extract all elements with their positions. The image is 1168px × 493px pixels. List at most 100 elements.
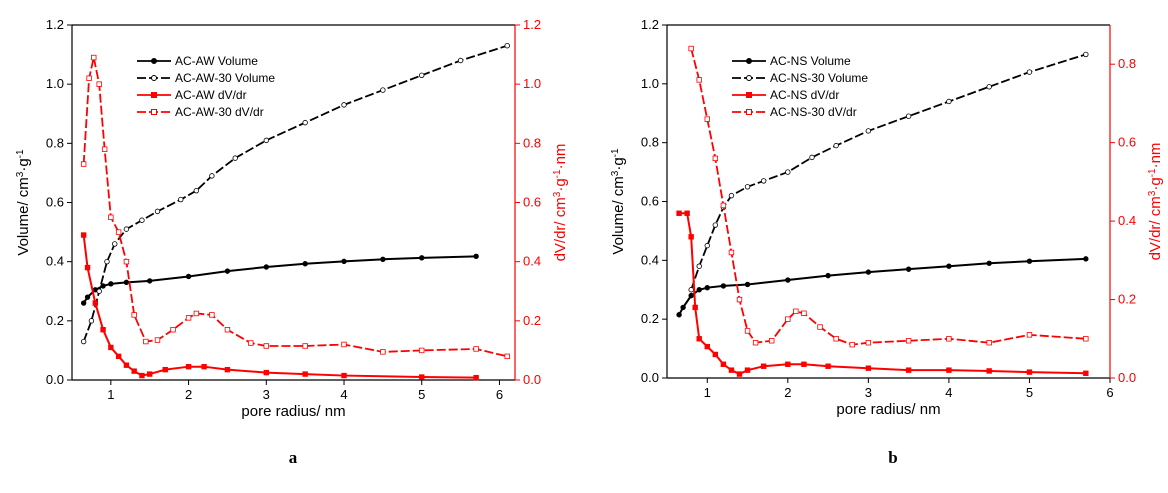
data-point bbox=[473, 253, 479, 260]
data-point bbox=[744, 367, 751, 373]
data-point bbox=[123, 226, 130, 232]
series-line bbox=[82, 234, 477, 379]
data-point bbox=[80, 161, 87, 167]
legend-label: AC-NS dV/dr bbox=[770, 88, 839, 102]
data-point bbox=[720, 361, 727, 367]
data-point bbox=[380, 349, 386, 355]
data-point bbox=[744, 184, 751, 190]
data-point bbox=[986, 260, 992, 266]
y2-tick-label: 1.0 bbox=[523, 76, 541, 91]
y2-tick-label: 1.2 bbox=[523, 17, 541, 32]
data-point bbox=[760, 178, 767, 184]
data-point bbox=[1083, 370, 1089, 376]
data-point bbox=[728, 249, 735, 256]
data-point bbox=[154, 208, 161, 215]
y-tick-label: 0.4 bbox=[46, 254, 64, 269]
data-point bbox=[341, 102, 347, 108]
data-point bbox=[712, 222, 719, 228]
data-point bbox=[419, 374, 425, 380]
data-point bbox=[100, 327, 106, 333]
data-point bbox=[108, 214, 114, 220]
data-point bbox=[801, 310, 807, 316]
data-point bbox=[849, 341, 855, 348]
data-point bbox=[946, 263, 952, 269]
data-point bbox=[108, 344, 114, 351]
data-point bbox=[793, 308, 799, 315]
series-ac-aw-volume bbox=[80, 253, 479, 306]
y-tick-label: 0.2 bbox=[46, 313, 64, 328]
data-point bbox=[84, 264, 91, 271]
series-ac-aw-30-dv-dr bbox=[80, 54, 510, 360]
data-point bbox=[986, 84, 992, 90]
legend-label: AC-AW-30 dV/dr bbox=[175, 105, 264, 119]
data-point bbox=[736, 296, 743, 303]
chart-panel-b: 1 2 3 4 5 6 0.0 0.2 0.4 0.6 0.8 1.0 1.2 0.0 0.2 0.4 0.6 0… bbox=[610, 17, 1165, 467]
data-point bbox=[341, 372, 347, 379]
data-point bbox=[728, 192, 735, 199]
data-point bbox=[96, 288, 102, 294]
legend-marker bbox=[746, 109, 752, 115]
data-point bbox=[302, 371, 308, 377]
data-point bbox=[419, 255, 425, 261]
y-tick-label: 1.2 bbox=[46, 17, 64, 32]
data-point bbox=[193, 310, 200, 317]
data-point bbox=[224, 327, 231, 333]
y2-tick-label: 0.4 bbox=[1118, 213, 1136, 228]
legend-label: AC-NS-30 Volume bbox=[770, 71, 868, 85]
y-tick-label: 0.8 bbox=[641, 135, 659, 150]
data-point bbox=[1026, 258, 1033, 264]
data-point bbox=[209, 173, 215, 179]
legend-marker bbox=[746, 58, 752, 64]
y-tick-label: 0.6 bbox=[641, 194, 659, 209]
data-point bbox=[131, 312, 137, 318]
data-point bbox=[457, 57, 464, 64]
data-point bbox=[112, 241, 118, 247]
data-point bbox=[341, 341, 347, 348]
data-point bbox=[696, 287, 702, 293]
data-point bbox=[704, 116, 710, 122]
data-point bbox=[96, 81, 102, 87]
data-point bbox=[946, 367, 952, 373]
legend-marker bbox=[746, 92, 752, 98]
y-tick-label: 0.0 bbox=[46, 372, 64, 387]
data-point bbox=[80, 232, 87, 238]
y2-tick-label: 0.2 bbox=[523, 313, 541, 328]
data-point bbox=[100, 283, 106, 289]
chart-panel-a: 1 2 3 4 5 6 0.0 0.2 0.4 0.6 0.8 1.0 1.2 0.0 0.2 0.4 0.6 0… bbox=[15, 17, 570, 467]
series-ac-aw-30-volume bbox=[80, 43, 510, 345]
y2-tick-label: 0.8 bbox=[1118, 56, 1136, 71]
y-tick-label: 0.0 bbox=[641, 370, 659, 385]
y2-axis-label: dV/dr/ cm3·g-1·nm bbox=[1147, 143, 1165, 261]
data-point bbox=[209, 312, 215, 318]
series-line bbox=[679, 212, 1086, 376]
y2-tick-label: 0.4 bbox=[523, 254, 541, 269]
data-point bbox=[104, 258, 110, 265]
y2-tick-label: 0.0 bbox=[523, 372, 541, 387]
data-point bbox=[232, 155, 238, 161]
data-point bbox=[91, 54, 97, 61]
data-point bbox=[688, 234, 694, 240]
data-point bbox=[263, 343, 269, 349]
legend-label: AC-NS Volume bbox=[770, 54, 851, 68]
data-point bbox=[720, 202, 727, 209]
series-ac-ns-dv-dr bbox=[676, 210, 1089, 377]
data-point bbox=[986, 368, 992, 374]
data-point bbox=[865, 365, 872, 371]
x-tick-label: 5 bbox=[1026, 385, 1033, 400]
data-point bbox=[817, 324, 823, 330]
x-tick-label: 2 bbox=[784, 385, 791, 400]
panel-label: a bbox=[289, 448, 298, 467]
series-ac-ns-volume bbox=[676, 256, 1089, 318]
panel-label: b bbox=[888, 448, 897, 467]
legend-marker bbox=[151, 75, 157, 81]
series-line bbox=[690, 53, 1087, 291]
data-point bbox=[302, 119, 308, 126]
data-point bbox=[162, 366, 168, 373]
data-point bbox=[419, 72, 425, 78]
x-tick-label: 4 bbox=[945, 385, 952, 400]
data-point bbox=[147, 278, 153, 284]
y-tick-label: 0.2 bbox=[641, 311, 659, 326]
data-point bbox=[1026, 69, 1033, 75]
data-point bbox=[473, 374, 479, 381]
data-point bbox=[785, 361, 791, 367]
